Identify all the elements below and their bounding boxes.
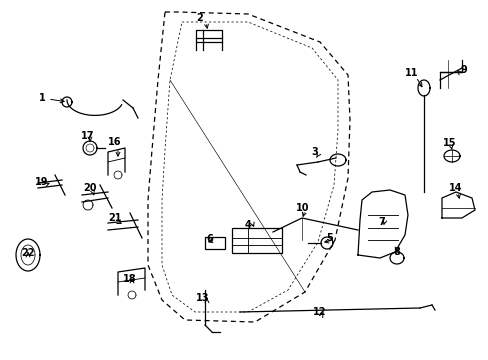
Text: 2: 2: [196, 13, 203, 23]
Text: 18: 18: [123, 274, 137, 284]
Text: 17: 17: [81, 131, 95, 141]
Text: 9: 9: [460, 65, 467, 75]
Text: 11: 11: [405, 68, 418, 78]
Text: 5: 5: [326, 233, 333, 243]
Text: 3: 3: [311, 147, 318, 157]
Text: 22: 22: [21, 248, 35, 258]
Bar: [204, 237, 224, 249]
Text: 12: 12: [313, 307, 326, 317]
Text: 6: 6: [206, 234, 213, 244]
Text: 16: 16: [108, 137, 122, 147]
Text: 15: 15: [442, 138, 456, 148]
Text: 1: 1: [39, 93, 45, 103]
Text: 8: 8: [393, 247, 400, 257]
Bar: [231, 228, 282, 253]
Text: 4: 4: [244, 220, 251, 230]
Text: 13: 13: [196, 293, 209, 303]
Text: 7: 7: [378, 217, 385, 227]
Text: 10: 10: [296, 203, 309, 213]
Text: 14: 14: [448, 183, 462, 193]
Text: 20: 20: [83, 183, 97, 193]
Text: 19: 19: [35, 177, 49, 187]
Text: 21: 21: [108, 213, 122, 223]
